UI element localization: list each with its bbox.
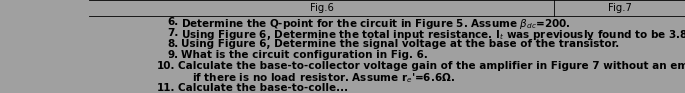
Text: Using Figure 6, Determine the total input resistance. I$_t$ was previously found: Using Figure 6, Determine the total inpu…: [182, 28, 685, 42]
Text: 6.: 6.: [167, 17, 178, 27]
Text: 7.: 7.: [167, 28, 178, 38]
Text: if there is no load resistor. Assume r$_e$'=6.6Ω.: if there is no load resistor. Assume r$_…: [192, 72, 455, 85]
Text: 8.: 8.: [167, 39, 178, 49]
Text: Fig.6: Fig.6: [310, 3, 334, 13]
Text: Determine the Q-point for the circuit in Figure 5. Assume $\beta_{dc}$=200.: Determine the Q-point for the circuit in…: [182, 17, 571, 31]
Text: Calculate the base-to-collector voltage gain of the amplifier in Figure 7 withou: Calculate the base-to-collector voltage …: [178, 61, 685, 71]
Text: What is the circuit configuration in Fig. 6.: What is the circuit configuration in Fig…: [182, 50, 428, 60]
Text: 11.: 11.: [156, 83, 175, 93]
Text: Fig.7: Fig.7: [608, 3, 632, 13]
Text: 10.: 10.: [156, 61, 175, 71]
Text: Calculate the base-to-colle...: Calculate the base-to-colle...: [178, 83, 348, 93]
Text: 9.: 9.: [167, 50, 178, 60]
Text: Using Figure 6, Determine the signal voltage at the base of the transistor.: Using Figure 6, Determine the signal vol…: [182, 39, 620, 49]
